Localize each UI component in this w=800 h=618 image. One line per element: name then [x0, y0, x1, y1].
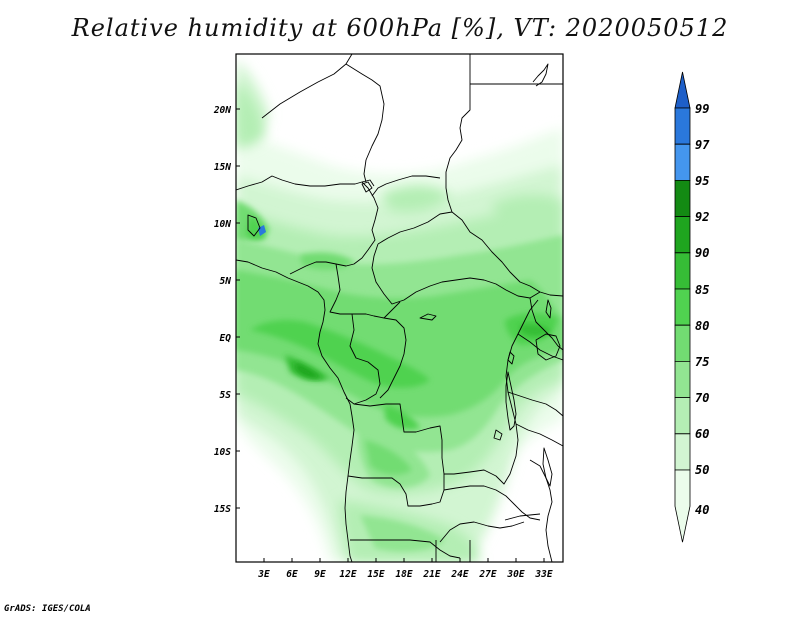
lat-label-eq: EQ [220, 333, 232, 344]
graticule-ticks [236, 108, 545, 562]
colorbar: 99 97 95 92 90 85 80 75 70 60 50 40 [674, 71, 710, 543]
coastline-west [236, 259, 355, 562]
lon-label-3e: 3E [257, 569, 270, 580]
lake-volta [247, 214, 261, 237]
colorbar-segment-50 [674, 433, 691, 471]
lon-label-27e: 27E [478, 569, 496, 580]
lat-label-15s: 15S [214, 504, 231, 515]
lake-chad [361, 181, 373, 193]
plot-area [236, 54, 563, 562]
colorbar-label-50: 50 [695, 463, 709, 477]
colorbar-label-92: 92 [695, 210, 709, 224]
humidity-field [236, 60, 563, 562]
lake-tanganyika [505, 371, 517, 431]
lon-label-33e: 33E [534, 569, 552, 580]
lon-label-9e: 9E [314, 569, 326, 580]
humidity-max-band [258, 225, 552, 381]
lake-turkana [545, 299, 552, 319]
plot-frame [235, 53, 564, 563]
border-car [371, 243, 541, 305]
lon-label-21e: 21E [422, 569, 440, 580]
colorbar-label-97: 97 [695, 138, 710, 152]
colorbar-label-99: 99 [695, 102, 709, 116]
lat-label-20n: 20N [213, 105, 231, 116]
colorbar-segment-95 [674, 143, 691, 181]
colorbar-label-95: 95 [695, 174, 709, 188]
lake-malawi [542, 447, 553, 487]
border-cameroon [329, 263, 401, 319]
lon-label-24e: 24E [450, 569, 468, 580]
colorbar-segment-75 [674, 324, 691, 362]
lakes [247, 63, 561, 487]
colorbar-segment-70 [674, 361, 691, 398]
border-congo [345, 313, 407, 405]
lon-label-30e: 30E [506, 569, 524, 580]
colorbar-labels: 99 97 95 92 90 85 80 75 70 60 50 40 [695, 102, 710, 517]
colorbar-segment-97 [674, 107, 691, 145]
grads-credit: GrADS: IGES/COLA [4, 604, 91, 614]
lat-label-5n: 5N [220, 276, 232, 287]
lat-label-15n: 15N [214, 162, 231, 173]
colorbar-label-40: 40 [695, 503, 709, 517]
colorbar-segment-85 [674, 252, 691, 290]
colorbar-segment-90 [674, 216, 691, 254]
red-sea-coast [532, 63, 549, 87]
colorbar-segment-80 [674, 288, 691, 326]
lon-label-15e: 15E [367, 569, 384, 580]
lon-label-6e: 6E [286, 569, 298, 580]
lake-kivu [507, 351, 515, 365]
colorbar-label-85: 85 [695, 283, 709, 297]
lake-mweru [493, 429, 503, 441]
latitude-axis: 20N 15N 10N 5N EQ 5S 10S 15S [213, 105, 231, 515]
colorbar-label-90: 90 [695, 246, 709, 260]
lat-label-10s: 10S [214, 447, 231, 458]
colorbar-segment-92 [674, 180, 691, 217]
lon-label-18e: 18E [395, 569, 412, 580]
border-sahel-north [361, 175, 441, 197]
map-title: Relative humidity at 600hPa [%], VT: 202… [71, 14, 729, 42]
country-borders [236, 54, 563, 562]
lon-label-12e: 12E [339, 569, 356, 580]
colorbar-segment-40 [674, 469, 691, 543]
colorbar-segment-60 [674, 397, 691, 435]
colorbar-label-70: 70 [695, 391, 709, 405]
colorbar-segments [674, 71, 691, 543]
lake-victoria [535, 333, 561, 361]
border-west-africa [236, 175, 379, 275]
lat-label-10n: 10N [214, 219, 231, 230]
colorbar-label-60: 60 [695, 427, 709, 441]
congo-river-lake [419, 313, 437, 321]
colorbar-label-75: 75 [695, 355, 709, 369]
border-libya-egypt [445, 54, 563, 213]
longitude-axis: 3E 6E 9E 12E 15E 18E 21E 24E 27E 30E 33E [257, 569, 553, 580]
colorbar-segment-99 [674, 71, 691, 109]
border-niger-chad [261, 54, 385, 183]
border-sudan [377, 211, 563, 297]
border-angola [347, 474, 461, 559]
border-south [435, 459, 553, 562]
colorbar-label-80: 80 [695, 319, 709, 333]
lat-label-5s: 5S [220, 390, 232, 401]
border-east-africa [507, 297, 563, 447]
